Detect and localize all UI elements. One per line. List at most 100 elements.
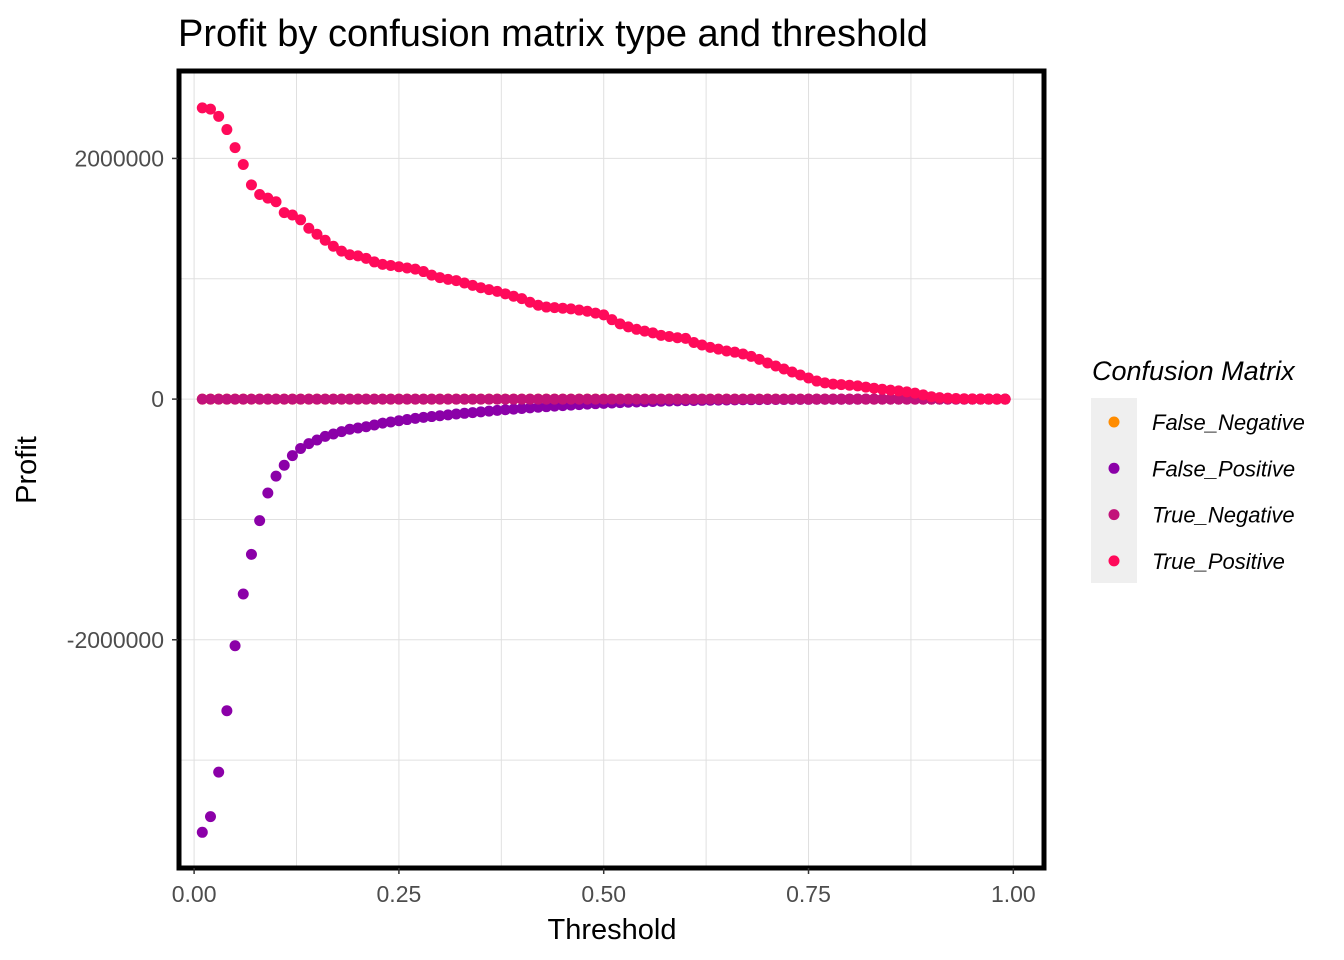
- data-point: [475, 393, 487, 405]
- data-point: [868, 393, 880, 405]
- data-point: [319, 234, 331, 246]
- data-point: [934, 392, 946, 404]
- data-point: [704, 341, 716, 353]
- data-point: [344, 423, 356, 435]
- data-point: [868, 382, 880, 394]
- data-point: [999, 393, 1011, 405]
- legend-key-True_Positive: [1108, 555, 1120, 567]
- data-point: [516, 393, 528, 405]
- data-point: [721, 393, 733, 405]
- data-point: [475, 406, 487, 418]
- data-point: [655, 393, 667, 405]
- data-point: [270, 470, 282, 482]
- data-point: [360, 421, 372, 433]
- data-point: [737, 393, 749, 405]
- data-point: [508, 403, 520, 415]
- legend-key-False_Positive: [1108, 462, 1120, 474]
- data-point: [467, 407, 479, 419]
- data-point: [893, 393, 905, 405]
- legend-label: False_Negative: [1152, 410, 1305, 435]
- data-point: [770, 393, 782, 405]
- data-point: [893, 385, 905, 397]
- legend-key-False_Negative: [1108, 416, 1120, 428]
- data-point: [745, 393, 757, 405]
- data-point: [606, 393, 618, 405]
- data-point: [270, 196, 282, 208]
- data-point: [336, 393, 348, 405]
- data-point: [622, 393, 634, 405]
- legend-title: Confusion Matrix: [1092, 356, 1296, 386]
- data-point: [254, 515, 266, 527]
- legend-label: True_Negative: [1152, 503, 1295, 528]
- data-point: [254, 393, 266, 405]
- data-point: [401, 393, 413, 405]
- data-point: [729, 393, 741, 405]
- data-point: [712, 393, 724, 405]
- data-point: [213, 110, 225, 122]
- data-point: [590, 393, 602, 405]
- data-point: [811, 375, 823, 387]
- data-point: [721, 345, 733, 357]
- data-point: [434, 410, 446, 422]
- legend: Confusion Matrix False_Negative False_Pos…: [1091, 356, 1305, 583]
- data-point: [540, 301, 552, 313]
- legend-label: False_Positive: [1152, 456, 1295, 481]
- y-axis-ticks: 2000000 0 -2000000: [67, 145, 178, 653]
- data-point: [245, 179, 257, 191]
- data-point: [540, 401, 552, 413]
- data-point: [303, 438, 315, 450]
- data-point: [499, 393, 511, 405]
- data-point: [843, 379, 855, 391]
- x-tick-label: 0.75: [786, 881, 831, 907]
- data-point: [704, 393, 716, 405]
- grid: [181, 73, 1042, 866]
- data-point: [417, 411, 429, 423]
- data-point: [639, 393, 651, 405]
- data-point: [237, 158, 249, 170]
- data-point: [467, 393, 479, 405]
- x-tick-label: 0.50: [581, 881, 626, 907]
- data-point: [295, 393, 307, 405]
- data-point: [598, 309, 610, 321]
- data-point: [680, 332, 692, 344]
- data-point: [598, 393, 610, 405]
- data-point: [483, 393, 495, 405]
- data-point: [712, 343, 724, 355]
- data-point: [204, 393, 216, 405]
- data-point: [483, 284, 495, 296]
- x-axis-ticks: 0.00 0.25 0.50 0.75 1.00: [172, 868, 1036, 907]
- data-point: [483, 405, 495, 417]
- x-tick-label: 0.25: [377, 881, 422, 907]
- data-point: [196, 393, 208, 405]
- data-point: [794, 393, 806, 405]
- data-point: [925, 391, 937, 403]
- data-point: [377, 417, 389, 429]
- data-point: [327, 240, 339, 252]
- data-point: [417, 393, 429, 405]
- x-tick-label: 0.00: [172, 881, 217, 907]
- data-point: [729, 346, 741, 358]
- data-point: [385, 416, 397, 428]
- data-point: [401, 262, 413, 274]
- data-point: [516, 293, 528, 305]
- data-point: [196, 102, 208, 114]
- series-True_Positive: [196, 102, 1011, 405]
- data-point: [360, 252, 372, 264]
- data-point: [663, 393, 675, 405]
- data-point: [614, 393, 626, 405]
- legend-items: False_Negative False_Positive True_Negativ…: [1108, 410, 1305, 574]
- data-point: [803, 393, 815, 405]
- data-point: [778, 393, 790, 405]
- data-point: [901, 386, 913, 398]
- data-point: [327, 393, 339, 405]
- data-point: [229, 640, 241, 652]
- data-point: [499, 404, 511, 416]
- data-point: [303, 393, 315, 405]
- chart-title: Profit by confusion matrix type and thre…: [178, 13, 928, 55]
- legend-key-background: [1091, 398, 1137, 583]
- data-point: [573, 393, 585, 405]
- data-point: [835, 393, 847, 405]
- data-point: [393, 261, 405, 273]
- data-point: [843, 393, 855, 405]
- data-point: [229, 393, 241, 405]
